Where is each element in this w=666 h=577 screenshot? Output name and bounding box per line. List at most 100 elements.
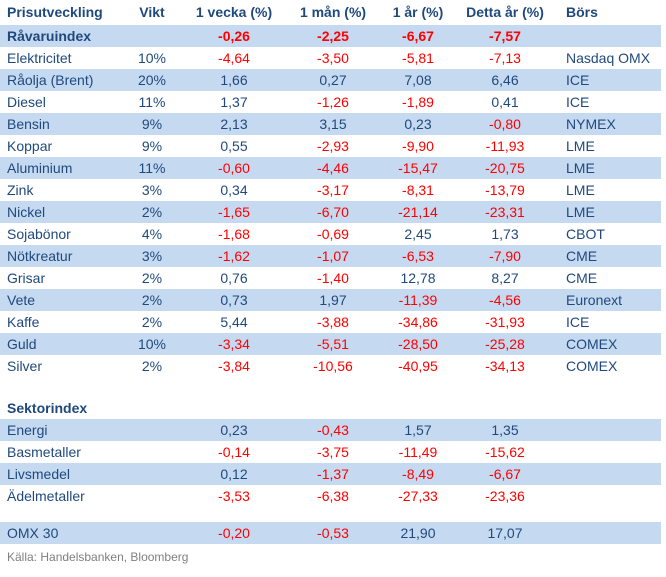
cell-detta-ar: -23,36 [485, 488, 525, 504]
cell-1-man: -6,70 [317, 204, 349, 220]
cell-1-vecka: -1,62 [218, 248, 250, 264]
cell-detta-ar: -0,80 [489, 116, 521, 132]
cell-name: Sojabönor [7, 226, 71, 242]
cell-name: Livsmedel [7, 466, 71, 482]
cell-1-vecka: -0,60 [218, 160, 250, 176]
cell-1-vecka: 0,12 [220, 466, 248, 482]
cell-1-ar: 12,78 [400, 270, 436, 286]
cell-name: Diesel [7, 94, 46, 110]
cell-vikt [128, 25, 176, 47]
cell-detta-ar: -7,13 [489, 50, 521, 66]
cell-1-man: -2,25 [317, 28, 349, 44]
cell-detta-ar: 1,35 [491, 422, 519, 438]
cell-1-man: 3,15 [319, 116, 347, 132]
cell-detta-ar: -13,79 [485, 182, 525, 198]
cell-vikt [128, 522, 176, 544]
cell-name: Elektricitet [7, 50, 72, 66]
header-vikt: Vikt [139, 4, 165, 20]
cell-1-vecka: 0,76 [220, 270, 248, 286]
cell-detta-ar: 1,73 [491, 226, 519, 242]
cell-1-man: -6,38 [317, 488, 349, 504]
cell-vikt: 2% [141, 270, 163, 286]
cell-1-ar: -11,49 [398, 444, 438, 460]
source-note: Källa: Handelsbanken, Bloomberg [7, 550, 189, 564]
cell-1-vecka: 0,34 [220, 182, 248, 198]
cell-bors [548, 522, 661, 544]
cell-detta-ar: -15,62 [485, 444, 525, 460]
cell-1-man: 0,27 [319, 72, 347, 88]
cell-1-ar: 1,57 [404, 422, 432, 438]
cell-vikt: 9% [141, 138, 163, 154]
cell-name: Energi [7, 422, 48, 438]
table-body: Råvaruindex -0,26 -2,25 -6,67 -7,57 Elektrici… [0, 25, 661, 544]
cell-bors: NYMEX [566, 116, 616, 132]
table-row: Grisar 2% 0,76 -1,40 12,78 8,27 CME [0, 267, 661, 289]
section-label-row: Sektorindex [0, 397, 661, 419]
table-row: Koppar 9% 0,55 -2,93 -9,90 -11,93 LME [0, 135, 661, 157]
cell-vikt: 10% [137, 336, 167, 352]
cell-bors [548, 485, 661, 507]
cell-name: Zink [7, 182, 34, 198]
table-row: Bensin 9% 2,13 3,15 0,23 -0,80 NYMEX [0, 113, 661, 135]
cell-1-man: -3,17 [317, 182, 349, 198]
cell-1-vecka: -1,68 [218, 226, 250, 242]
cell-1-vecka: 5,44 [220, 314, 248, 330]
cell-1-vecka: 1,66 [220, 72, 248, 88]
cell-1-vecka: 0,55 [220, 138, 248, 154]
header-detta-ar: Detta år (%) [466, 4, 544, 20]
section-label: Sektorindex [7, 400, 88, 416]
cell-detta-ar: 0,41 [491, 94, 519, 110]
cell-1-vecka: -1,65 [218, 204, 250, 220]
cell-empty [128, 397, 176, 419]
cell-name: Råolja (Brent) [7, 72, 94, 88]
cell-1-ar: -5,81 [402, 50, 434, 66]
cell-1-vecka: 0,23 [220, 422, 248, 438]
cell-1-ar: -6,53 [402, 248, 434, 264]
cell-name: Bensin [7, 116, 50, 132]
cell-1-ar: 0,23 [404, 116, 432, 132]
price-development-table: Prisutveckling Vikt 1 vecka (%) 1 mån (%… [0, 0, 661, 544]
cell-1-vecka: 2,13 [220, 116, 248, 132]
table-row: Ädelmetaller -3,53 -6,38 -27,33 -23,36 [0, 485, 661, 507]
cell-1-man: -2,93 [317, 138, 349, 154]
cell-1-ar: -11,39 [398, 292, 438, 308]
cell-vikt: 4% [141, 226, 163, 242]
cell-empty [292, 397, 374, 419]
table-row: Elektricitet 10% -4,64 -3,50 -5,81 -7,13 Nasda… [0, 47, 661, 69]
cell-1-vecka: -3,53 [218, 488, 250, 504]
cell-detta-ar: -11,93 [485, 138, 525, 154]
cell-1-vecka: 1,37 [220, 94, 248, 110]
cell-1-ar: 2,45 [404, 226, 432, 242]
cell-vikt [128, 441, 176, 463]
cell-detta-ar: -6,67 [489, 466, 521, 482]
cell-1-ar: -27,33 [398, 488, 438, 504]
table-row: Kaffe 2% 5,44 -3,88 -34,86 -31,93 ICE [0, 311, 661, 333]
cell-vikt: 10% [137, 50, 167, 66]
table-row: OMX 30 -0,20 -0,53 21,90 17,07 [0, 522, 661, 544]
header-bors: Börs [566, 4, 598, 20]
table-row: Aluminium 11% -0,60 -4,46 -15,47 -20,75 LME [0, 157, 661, 179]
cell-bors: ICE [566, 94, 590, 110]
cell-name: Nötkreatur [7, 248, 73, 264]
cell-1-ar: -8,31 [402, 182, 434, 198]
table-row: Livsmedel 0,12 -1,37 -8,49 -6,67 [0, 463, 661, 485]
cell-vikt: 3% [141, 182, 163, 198]
cell-name: Råvaruindex [7, 28, 92, 44]
cell-vikt [128, 485, 176, 507]
cell-1-vecka: -0,26 [218, 28, 250, 44]
table-row: Vete 2% 0,73 1,97 -11,39 -4,56 Euronext [0, 289, 661, 311]
header-1-vecka: 1 vecka (%) [195, 4, 273, 20]
header-row: Prisutveckling Vikt 1 vecka (%) 1 mån (%… [0, 0, 661, 25]
header-prisutveckling: Prisutveckling [7, 4, 103, 20]
cell-vikt: 3% [141, 248, 163, 264]
cell-1-ar: -21,14 [398, 204, 438, 220]
cell-1-man: -0,43 [317, 422, 349, 438]
cell-name: Nickel [7, 204, 46, 220]
cell-1-man: -4,46 [317, 160, 349, 176]
cell-1-ar: -6,67 [402, 28, 434, 44]
cell-vikt [128, 463, 176, 485]
cell-1-ar: -34,86 [398, 314, 438, 330]
cell-bors: CME [566, 270, 598, 286]
table-row: Råolja (Brent) 20% 1,66 0,27 7,08 6,46 ICE [0, 69, 661, 91]
cell-bors: ICE [566, 314, 590, 330]
